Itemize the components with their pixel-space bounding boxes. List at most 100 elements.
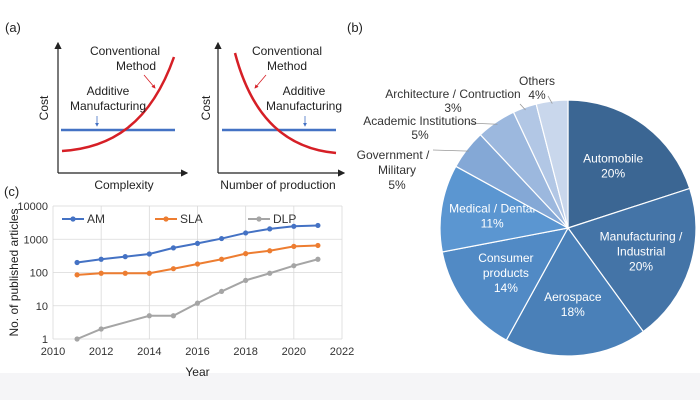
data-point-am <box>267 226 273 232</box>
x-tick-label: 2018 <box>233 346 257 358</box>
data-point-sla <box>218 256 225 262</box>
slice-percent: 20% <box>601 166 625 180</box>
data-point-sla <box>267 248 273 254</box>
data-point-sla <box>146 270 152 276</box>
pie-slice <box>535 99 569 229</box>
slice-label: products <box>483 266 529 280</box>
cost-vs-complexity-diagram: Conventional Method Additive Manufacturi… <box>37 41 189 192</box>
data-point-dlp <box>291 263 297 269</box>
data-point-dlp <box>98 326 104 332</box>
data-point-am <box>170 245 177 251</box>
x-tick-label: 2022 <box>330 346 354 358</box>
conventional-curve <box>233 52 337 155</box>
slice-percent: 4% <box>528 88 546 102</box>
slice-label: Military <box>378 163 416 177</box>
data-point-am <box>315 222 321 229</box>
panel-label-b: (b) <box>347 20 363 35</box>
conventional-label: Method <box>267 59 307 73</box>
conventional-label: Method <box>116 59 156 73</box>
x-axis-label: Complexity <box>94 178 153 192</box>
additive-label: Manufacturing <box>70 99 146 113</box>
articles-line-chart: 1 10 100 1000 10000 2010 2012 2014 2016 2018 2020 2… <box>7 201 354 379</box>
data-point-sla <box>170 266 177 272</box>
slice-percent: 11% <box>481 216 504 230</box>
leader-line <box>547 95 553 104</box>
data-point-am <box>194 240 201 247</box>
data-point-dlp <box>243 277 249 283</box>
slice-label: Industrial <box>617 245 666 259</box>
additive-label: Additive <box>283 84 326 98</box>
data-point-dlp <box>194 300 201 306</box>
x-tick-label: 2020 <box>282 346 306 358</box>
slice-label: Government / <box>357 148 430 162</box>
legend-marker-am <box>70 216 76 222</box>
y-axis-label: Cost <box>37 95 51 120</box>
data-point-sla <box>243 251 249 257</box>
data-point-dlp <box>74 336 80 342</box>
y-axis-label: Cost <box>199 95 213 120</box>
conventional-arrow <box>254 74 267 89</box>
slice-percent: 3% <box>444 101 462 115</box>
pie-slice <box>567 99 691 229</box>
data-point-am <box>146 251 152 257</box>
slice-label: Consumer <box>478 251 533 265</box>
data-point-dlp <box>315 256 321 262</box>
y-tick-label: 10 <box>36 301 48 313</box>
x-tick-label: 2016 <box>185 346 209 358</box>
additive-label: Additive <box>87 84 130 98</box>
slice-label: Automobile <box>583 151 643 165</box>
data-point-sla <box>291 243 297 249</box>
legend-marker-sla <box>163 216 169 222</box>
data-point-dlp <box>218 288 225 295</box>
bottom-band <box>0 373 700 400</box>
data-point-sla <box>122 270 128 276</box>
slice-label: Manufacturing / <box>600 230 683 244</box>
slice-label: Architecture / Contruction <box>385 87 520 101</box>
slice-label: Others <box>519 74 555 88</box>
slice-percent: 20% <box>629 260 653 274</box>
data-point-am <box>243 230 249 236</box>
pie-slice <box>441 227 570 341</box>
conventional-arrow <box>143 74 156 89</box>
slice-percent: 18% <box>561 305 585 319</box>
data-point-sla <box>315 242 321 249</box>
data-point-dlp <box>146 313 152 319</box>
data-point-am <box>122 254 128 260</box>
x-axis-label: Number of production <box>220 178 335 192</box>
additive-label: Manufacturing <box>266 99 342 113</box>
cost-vs-production-diagram: Conventional Method Additive Manufacturi… <box>199 41 346 192</box>
conventional-label: Conventional <box>252 44 322 58</box>
slice-percent: 5% <box>388 178 406 192</box>
data-point-sla <box>194 261 201 267</box>
conventional-curve <box>61 56 176 153</box>
y-axis-title: No. of published articles <box>7 208 21 336</box>
leader-line <box>519 103 526 111</box>
series-line-dlp <box>76 258 319 340</box>
data-point-sla <box>74 272 80 278</box>
slice-label: Academic Institutions <box>363 114 476 128</box>
data-point-dlp <box>170 313 177 319</box>
slice-percent: 14% <box>494 281 518 295</box>
legend-marker-dlp <box>256 216 262 222</box>
conventional-label: Conventional <box>90 44 160 58</box>
panel-label-c: (c) <box>4 184 19 199</box>
leader-line <box>467 122 498 125</box>
panel-label-a: (a) <box>5 20 21 35</box>
y-tick-label: 10000 <box>17 201 48 213</box>
leader-line <box>432 149 469 152</box>
x-tick-label: 2010 <box>41 346 65 358</box>
data-point-am <box>98 256 104 262</box>
y-tick-label: 1 <box>42 334 48 346</box>
x-axis-title: Year <box>185 365 209 379</box>
pie-slice <box>567 187 697 333</box>
slice-label: Aerospace <box>544 290 602 304</box>
x-tick-label: 2014 <box>137 346 161 358</box>
x-tick-label: 2012 <box>89 346 113 358</box>
slice-label: Medical / Dental <box>449 201 535 215</box>
data-point-am <box>74 259 80 266</box>
pie-slice <box>439 165 570 253</box>
legend-label-dlp: DLP <box>273 212 296 226</box>
slice-percent: 5% <box>411 128 429 142</box>
y-tick-label: 1000 <box>24 234 48 246</box>
